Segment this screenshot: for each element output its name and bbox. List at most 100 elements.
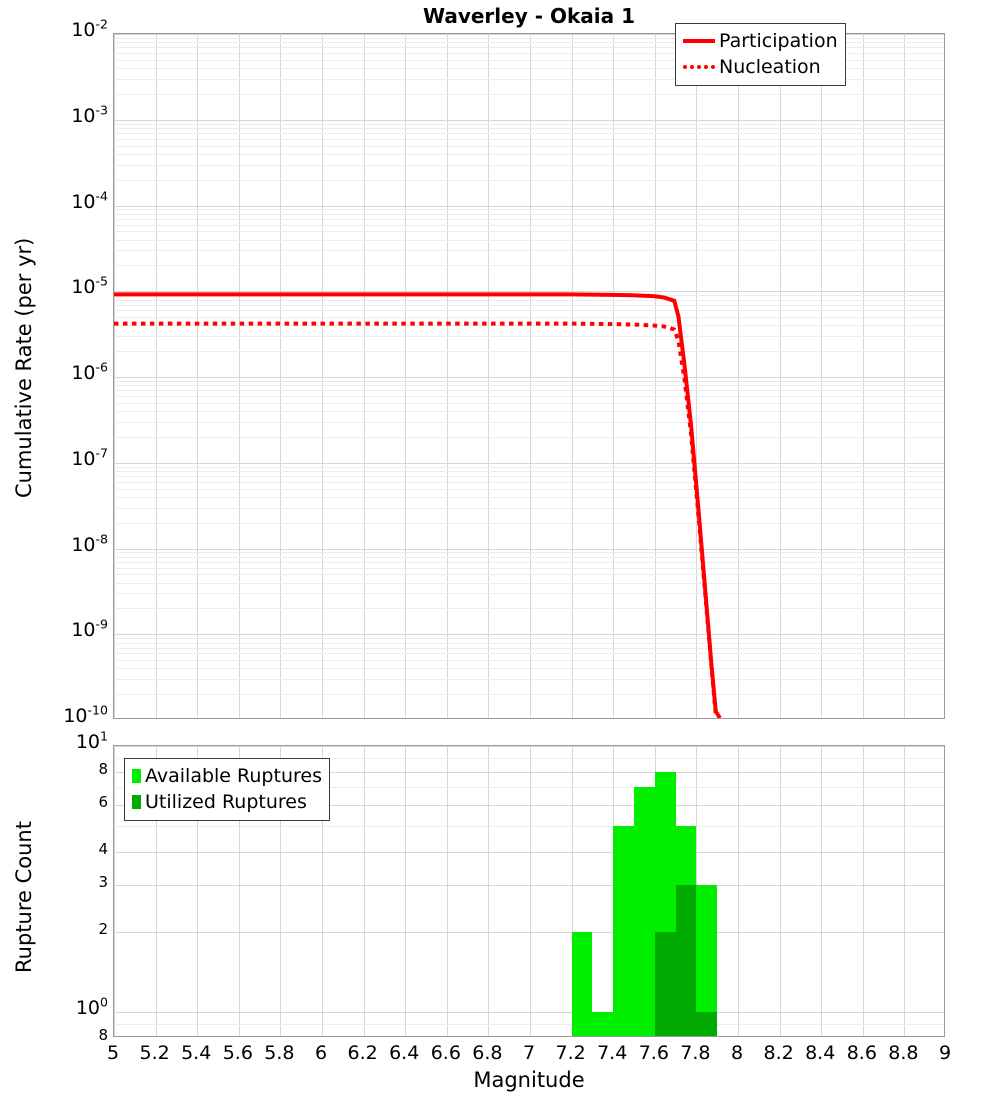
horizontal-gridline [114, 120, 944, 121]
horizontal-gridline-minor [114, 396, 944, 397]
horizontal-gridline-minor [114, 240, 944, 241]
bar-utilized-ruptures [675, 885, 697, 1036]
x-tick-label: 6.4 [389, 1042, 420, 1064]
bar-series-layer [114, 746, 944, 1036]
horizontal-gridline [114, 746, 944, 747]
horizontal-gridline [114, 634, 944, 635]
horizontal-gridline-minor [114, 231, 944, 232]
horizontal-gridline-minor [114, 265, 944, 266]
horizontal-gridline-minor [114, 826, 944, 827]
x-tick-label: 8 [730, 1042, 744, 1064]
y-tick-label: 3 [98, 873, 108, 892]
y-tick-label: 10-7 [71, 445, 108, 470]
horizontal-gridline-minor [114, 219, 944, 220]
horizontal-gridline-minor [114, 668, 944, 669]
horizontal-gridline-minor [114, 608, 944, 609]
y-tick-label: 4 [98, 839, 108, 858]
legend-label-nucleation: Nucleation [719, 55, 821, 78]
horizontal-gridline-minor [114, 523, 944, 524]
horizontal-gridline-minor [114, 180, 944, 181]
y-tick-label: 2 [98, 920, 108, 939]
horizontal-gridline-minor [114, 653, 944, 654]
nucleation-dotted-line-swatch-icon [683, 65, 715, 69]
x-tick-label: 8.2 [763, 1042, 794, 1064]
top-series-layer [114, 292, 722, 718]
horizontal-gridline-minor [114, 422, 944, 423]
horizontal-gridline-minor [114, 305, 944, 306]
y-tick-label: 10-2 [71, 16, 108, 41]
x-tick-label: 7.6 [638, 1042, 669, 1064]
vertical-gridline [114, 746, 115, 1036]
horizontal-gridline-minor [114, 562, 944, 563]
horizontal-gridline-minor [114, 351, 944, 352]
horizontal-gridline-minor [114, 557, 944, 558]
horizontal-gridline [114, 291, 944, 292]
vertical-gridline [738, 746, 739, 1036]
horizontal-gridline-minor [114, 124, 944, 125]
page-title: Waverley - Okaia 1 [422, 4, 636, 28]
vertical-gridline [488, 34, 489, 718]
vertical-gridline [821, 34, 822, 718]
horizontal-gridline-minor [114, 250, 944, 251]
x-tick-label: 8.8 [888, 1042, 919, 1064]
horizontal-gridline-minor [114, 568, 944, 569]
bar-available-ruptures [696, 885, 718, 1036]
vertical-gridline [738, 34, 739, 718]
legend-item-participation[interactable]: Participation [683, 28, 838, 54]
vertical-gridline [904, 746, 905, 1036]
horizontal-gridline [114, 463, 944, 464]
vertical-gridline [156, 34, 157, 718]
vertical-gridline [239, 34, 240, 718]
horizontal-gridline-minor [114, 497, 944, 498]
x-tick-label: 7.2 [555, 1042, 586, 1064]
legend-item-available-ruptures[interactable]: Available Ruptures [132, 763, 322, 789]
horizontal-gridline-minor [114, 1024, 944, 1025]
horizontal-gridline-minor [114, 47, 944, 48]
horizontal-gridline-minor [114, 593, 944, 594]
horizontal-gridline-minor [114, 94, 944, 95]
horizontal-gridline-minor [114, 437, 944, 438]
x-tick-label: 6.6 [430, 1042, 461, 1064]
horizontal-gridline-minor [114, 552, 944, 553]
x-tick-label: 5.8 [264, 1042, 295, 1064]
vertical-gridline [655, 34, 656, 718]
y-tick-label: 10-9 [71, 616, 108, 642]
horizontal-gridline [114, 377, 944, 378]
horizontal-gridline-minor [114, 154, 944, 155]
x-tick-label: 7.8 [680, 1042, 711, 1064]
horizontal-gridline-minor [114, 660, 944, 661]
vertical-gridline [613, 34, 614, 718]
legend-label-utilized-ruptures: Utilized Ruptures [145, 790, 307, 813]
horizontal-gridline-minor [114, 411, 944, 412]
vertical-gridline [405, 34, 406, 718]
horizontal-gridline-minor [114, 317, 944, 318]
top-gridlines [114, 34, 944, 718]
horizontal-gridline [114, 772, 944, 773]
vertical-gridline [280, 746, 281, 1036]
horizontal-gridline [114, 34, 944, 35]
horizontal-gridline-minor [114, 403, 944, 404]
legend-item-utilized-ruptures[interactable]: Utilized Ruptures [132, 789, 322, 815]
horizontal-gridline [114, 852, 944, 853]
horizontal-gridline [114, 206, 944, 207]
utilized-ruptures-swatch-icon [132, 795, 141, 809]
vertical-gridline [530, 34, 531, 718]
horizontal-gridline-minor [114, 38, 944, 39]
available-ruptures-swatch-icon [132, 769, 141, 783]
horizontal-gridline [114, 1012, 944, 1013]
vertical-gridline [696, 34, 697, 718]
horizontal-gridline-minor [114, 694, 944, 695]
vertical-gridline [530, 746, 531, 1036]
y-tick-label: 100 [75, 994, 108, 1020]
horizontal-gridline-minor [114, 139, 944, 140]
vertical-gridline [197, 746, 198, 1036]
bottom-y-tick-labels: 101 8 6 4 3 2 100 8 [0, 0, 108, 1100]
vertical-gridline [156, 746, 157, 1036]
y-tick-label: 10-4 [71, 188, 108, 213]
legend-item-nucleation[interactable]: Nucleation [683, 54, 838, 80]
horizontal-gridline-minor [114, 679, 944, 680]
cumulative-rate-plot [113, 33, 945, 719]
bottom-legend: Available Ruptures Utilized Ruptures [124, 758, 330, 821]
legend-label-participation: Participation [719, 29, 838, 52]
x-tick-label: 5 [106, 1042, 120, 1064]
